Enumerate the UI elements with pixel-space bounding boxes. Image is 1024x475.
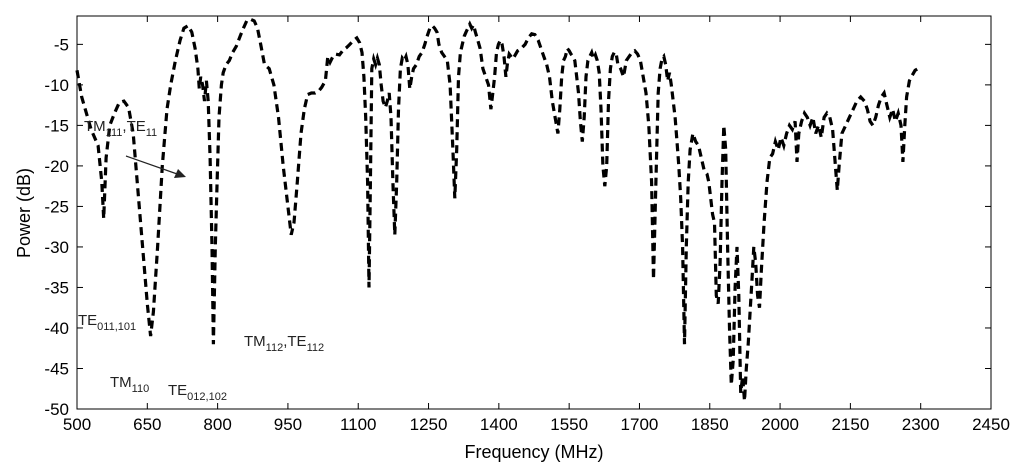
y-tick-label: -35 xyxy=(44,278,69,297)
x-tick-label: 1250 xyxy=(410,415,448,434)
x-tick-label: 500 xyxy=(63,415,91,434)
y-tick-label: -30 xyxy=(44,238,69,257)
y-tick-label: -45 xyxy=(44,359,69,378)
annotation-te012-102: TE012,102 xyxy=(168,382,227,403)
y-axis-label: Power (dB) xyxy=(14,168,34,258)
x-tick-label: 650 xyxy=(133,415,161,434)
annotation-tm112-te112: TM112,TE112 xyxy=(244,333,324,354)
x-tick-label: 1850 xyxy=(691,415,729,434)
plot-area xyxy=(76,15,992,410)
x-tick-label: 1100 xyxy=(340,415,377,434)
y-tick-label: -20 xyxy=(44,157,69,176)
axis-ticks xyxy=(76,16,992,410)
y-tick-label: -10 xyxy=(44,76,69,95)
x-tick-label: 1700 xyxy=(621,415,659,434)
y-tick-label: -50 xyxy=(44,400,69,419)
y-tick-label: -25 xyxy=(44,197,69,216)
y-tick-label: -15 xyxy=(44,116,69,135)
y-tick-label: -5 xyxy=(54,35,69,54)
annotation-arrowhead xyxy=(174,169,186,178)
x-tick-labels: 500 650 800 950 1100 1250 1400 1550 1700 1850 2000… xyxy=(63,415,1010,434)
y-tick-labels: -5 -10 -15 -20 -25 -30 -35 -40 -45 -50 xyxy=(44,35,69,419)
annotation-te011-101: TE011,101 xyxy=(78,312,136,333)
x-tick-label: 800 xyxy=(203,415,231,434)
annotation-tm110: TM110 xyxy=(110,374,149,395)
y-tick-label: -40 xyxy=(44,319,69,338)
annotation-tm111-te11: TM111,TE11 xyxy=(84,118,157,139)
x-tick-label: 2450 xyxy=(972,415,1010,434)
x-tick-label: 2150 xyxy=(831,415,869,434)
x-tick-label: 950 xyxy=(274,415,302,434)
x-axis-label: Frequency (MHz) xyxy=(464,442,603,462)
x-tick-label: 2000 xyxy=(761,415,799,434)
annotation-arrow xyxy=(125,155,181,176)
x-tick-label: 2300 xyxy=(902,415,940,434)
series-line xyxy=(75,17,919,402)
x-tick-label: 1400 xyxy=(480,415,518,434)
x-tick-label: 1550 xyxy=(550,415,588,434)
